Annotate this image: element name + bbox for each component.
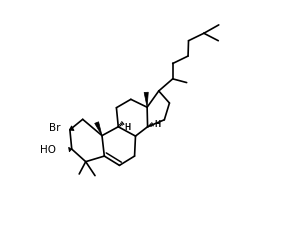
Text: H: H <box>154 120 160 128</box>
Text: H: H <box>124 123 130 132</box>
Text: Br: Br <box>49 123 60 133</box>
Text: H: H <box>124 123 131 132</box>
Text: HO: HO <box>40 145 56 155</box>
Polygon shape <box>95 122 102 136</box>
Polygon shape <box>144 92 148 107</box>
Polygon shape <box>68 147 72 152</box>
Text: H: H <box>154 120 160 129</box>
